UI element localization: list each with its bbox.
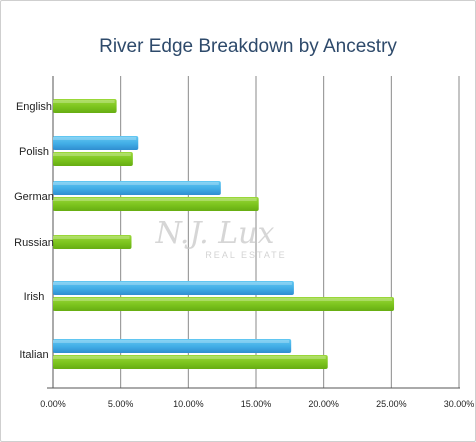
watermark: N.J. Lux REAL ESTATE bbox=[155, 216, 286, 260]
bar-german-series-1 bbox=[53, 181, 221, 195]
x-tick-label: 15.00% bbox=[241, 399, 272, 409]
bar-highlight bbox=[53, 198, 257, 201]
x-tick-label: 5.00% bbox=[108, 399, 134, 409]
category-label-italian: Italian bbox=[19, 349, 48, 361]
x-tick-label: 20.00% bbox=[308, 399, 339, 409]
x-tick-label: 10.00% bbox=[173, 399, 204, 409]
category-label-english: English bbox=[16, 101, 52, 113]
watermark-main: N.J. Lux bbox=[155, 216, 275, 251]
grid-lines bbox=[47, 76, 460, 389]
bar-irish-series-1 bbox=[53, 281, 294, 295]
chart-title: River Edge Breakdown by Ancestry bbox=[99, 36, 397, 57]
x-tick-label: 25.00% bbox=[376, 399, 407, 409]
bar-italian-series-2 bbox=[53, 355, 328, 369]
x-tick-label: 0.00% bbox=[40, 399, 66, 409]
bar-english-series-2 bbox=[53, 99, 117, 113]
bar-highlight bbox=[53, 100, 115, 103]
bar-polish-series-1 bbox=[53, 136, 139, 150]
bar-highlight bbox=[53, 236, 130, 239]
watermark-sub: REAL ESTATE bbox=[205, 250, 286, 260]
bar-irish-series-2 bbox=[53, 297, 395, 311]
x-tick-labels: 0.00% 5.00% 10.00% 15.00% 20.00% 25.00% 30.00% bbox=[40, 399, 474, 409]
bar-highlight bbox=[53, 356, 326, 359]
bar-highlight bbox=[53, 282, 292, 285]
bar-highlight bbox=[53, 182, 219, 185]
bar-highlight bbox=[53, 340, 290, 343]
category-label-irish: Irish bbox=[24, 291, 45, 303]
category-label-polish: Polish bbox=[19, 146, 49, 158]
bar-polish-series-2 bbox=[53, 152, 133, 166]
bar-highlight bbox=[53, 153, 131, 156]
bars bbox=[53, 99, 395, 369]
bar-russian-series-2 bbox=[53, 235, 132, 249]
x-tick-label: 30.00% bbox=[444, 399, 475, 409]
bar-german-series-2 bbox=[53, 197, 259, 211]
category-label-german: German bbox=[14, 191, 54, 203]
category-labels: English Polish German Russian Irish Italian bbox=[14, 101, 54, 361]
bar-highlight bbox=[53, 298, 393, 301]
bar-highlight bbox=[53, 137, 137, 140]
bar-italian-series-1 bbox=[53, 339, 292, 353]
category-label-russian: Russian bbox=[14, 237, 54, 249]
